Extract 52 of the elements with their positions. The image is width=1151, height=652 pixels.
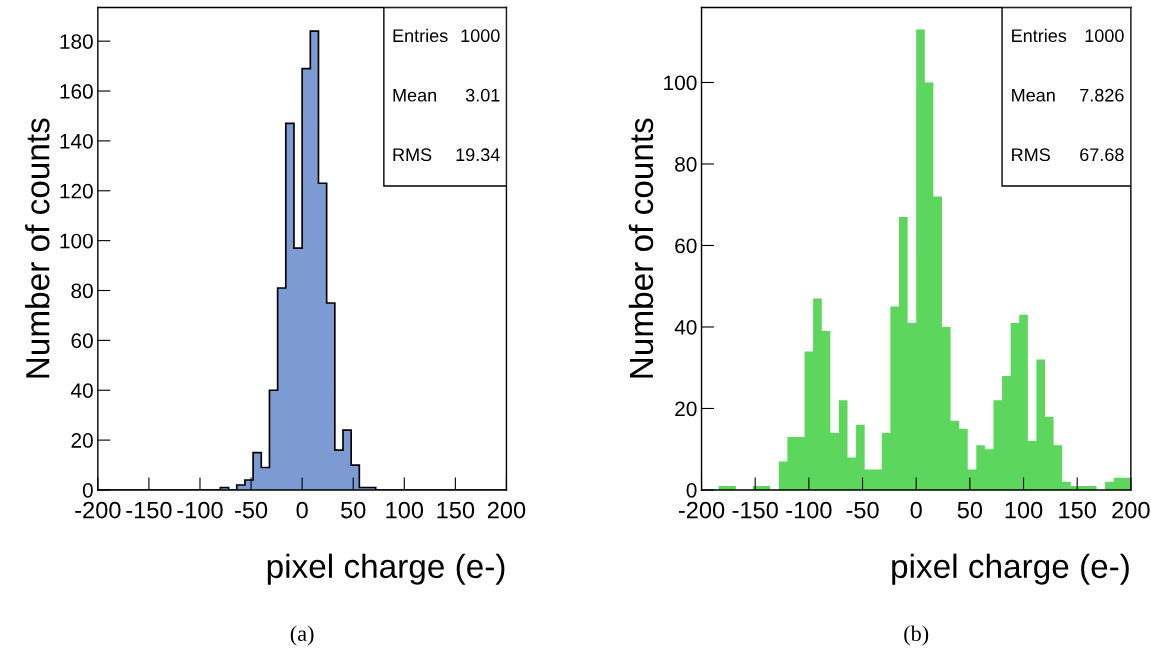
y-tick-label: 60 — [71, 333, 93, 349]
x-tick-label: -200 — [678, 501, 725, 519]
y-tick-label: 140 — [60, 133, 93, 149]
y-tick-label: 0 — [82, 482, 93, 498]
text: (a) — [290, 625, 314, 646]
x-axis-title: pixel charge (e-) — [892, 553, 1129, 585]
annotation: 1000 — [461, 29, 500, 43]
x-tick-label: -50 — [846, 501, 879, 519]
y-tick-label: 40 — [674, 319, 697, 335]
x-tick-label: -100 — [177, 501, 223, 519]
x-tick-label: 100 — [386, 501, 424, 519]
annotation: 1000 — [1085, 29, 1124, 43]
y-tick-label: 120 — [60, 183, 93, 199]
x-tick-label: 150 — [1059, 501, 1096, 519]
y-tick-label: 100 — [664, 75, 697, 91]
x-tick-label: 0 — [296, 501, 308, 519]
annotation: 3.01 — [465, 88, 500, 102]
x-tick-label: 50 — [341, 501, 366, 519]
x-tick-label: -150 — [732, 501, 778, 519]
x-tick-label: 200 — [487, 501, 526, 519]
y-tick-label: 20 — [675, 401, 697, 417]
annotation: Entries — [1012, 28, 1067, 43]
annotation: 67.68 — [1080, 148, 1124, 162]
y-tick-label: 40 — [70, 383, 93, 398]
y-tick-label: 80 — [71, 283, 93, 299]
y-tick-label: 60 — [675, 238, 697, 254]
y-tick-label: 20 — [71, 433, 93, 448]
annotation: Entries — [393, 28, 448, 43]
y-axis-title: Number of counts — [628, 118, 654, 378]
x-tick-label: 0 — [910, 501, 922, 519]
x-tick-label: -50 — [235, 501, 268, 519]
y-tick-label: 160 — [60, 84, 93, 99]
y-tick-label: 80 — [675, 156, 697, 172]
x-tick-label: -100 — [786, 501, 832, 519]
y-tick-label: 0 — [686, 482, 697, 498]
y-tick-label: 180 — [60, 34, 93, 49]
annotation: 19.34 — [456, 148, 500, 162]
x-tick-label: -150 — [126, 501, 172, 519]
x-tick-label: -200 — [75, 501, 121, 519]
x-tick-label: 150 — [437, 501, 475, 519]
annotation: RMS — [1012, 148, 1050, 162]
x-tick-label: 200 — [1112, 501, 1150, 519]
annotation: 7.826 — [1080, 88, 1124, 102]
y-axis-title: Number of counts — [25, 118, 50, 378]
text: (b) — [904, 625, 929, 646]
x-tick-label: 100 — [1005, 501, 1043, 519]
annotation: Mean — [1012, 89, 1055, 102]
annotation: RMS — [393, 148, 432, 162]
annotation: Mean — [393, 89, 437, 102]
x-tick-label: 50 — [957, 501, 983, 519]
x-axis-title: pixel charge (e-) — [267, 553, 505, 585]
y-tick-label: 100 — [60, 233, 93, 249]
